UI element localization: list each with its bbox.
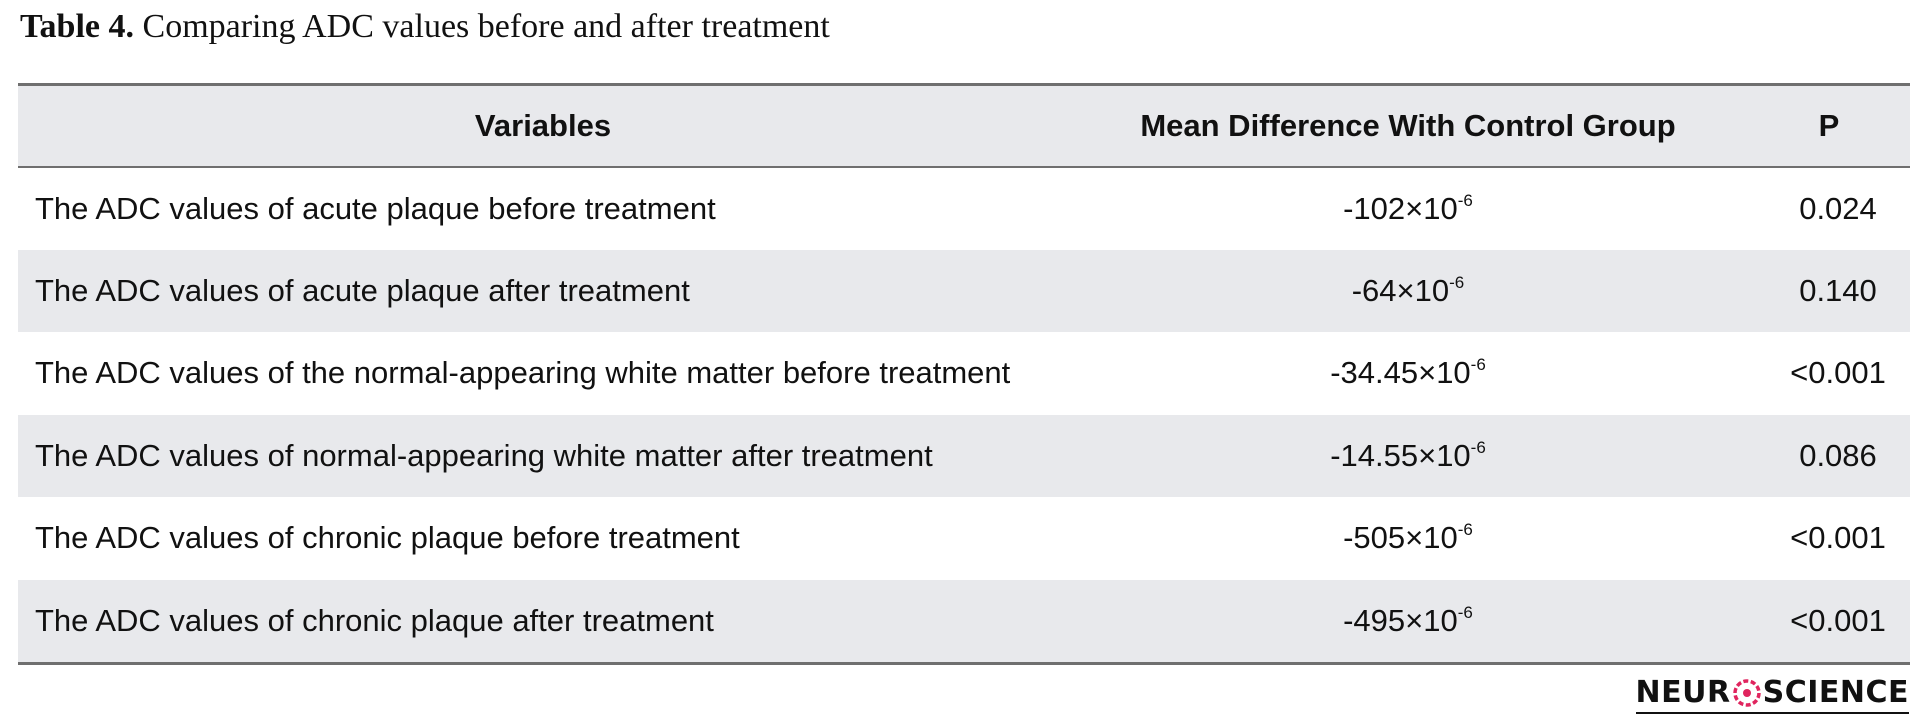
- mean-base: -64×10: [1351, 272, 1450, 308]
- mean-base: -34.45×10: [1330, 355, 1471, 391]
- table-row: The ADC values of chronic plaque after t…: [18, 579, 1910, 663]
- brain-o-icon: [1732, 679, 1761, 707]
- logo-text-left: NEUR: [1635, 675, 1731, 710]
- table-row: The ADC values of acute plaque before tr…: [18, 167, 1910, 250]
- cell-mean-difference: -64×10-6: [1068, 250, 1748, 333]
- cell-variable: The ADC values of normal-appearing white…: [35, 437, 933, 473]
- table-container: Variables Mean Difference With Control G…: [18, 83, 1910, 665]
- header-mean-difference: Mean Difference With Control Group: [1140, 108, 1676, 143]
- mean-exponent: -6: [1457, 602, 1473, 622]
- cell-p: 0.086: [1799, 437, 1877, 473]
- cell-p: 0.140: [1799, 272, 1877, 308]
- table-header: Variables Mean Difference With Control G…: [18, 86, 1910, 167]
- cell-p: <0.001: [1790, 520, 1886, 556]
- mean-base: -14.55×10: [1330, 437, 1471, 473]
- table-caption-label: Table 4.: [20, 8, 135, 45]
- cell-variable: The ADC values of chronic plaque before …: [35, 520, 740, 556]
- table-row: The ADC values of chronic plaque before …: [18, 497, 1910, 580]
- cell-mean-difference: -14.55×10-6: [1068, 415, 1748, 498]
- cell-mean-difference: -34.45×10-6: [1068, 332, 1748, 415]
- logo-text-right: SCIENCE: [1762, 675, 1909, 710]
- mean-exponent: -6: [1457, 520, 1473, 540]
- mean-base: -495×10: [1343, 602, 1458, 638]
- header-variables: Variables: [474, 108, 612, 143]
- header-p: P: [1818, 108, 1840, 143]
- table-row: The ADC values of the normal-appearing w…: [18, 332, 1910, 415]
- mean-base: -505×10: [1343, 520, 1458, 556]
- cell-p: <0.001: [1790, 602, 1886, 638]
- neuroscience-logo: NEUR SCIENCE: [1635, 674, 1909, 714]
- cell-variable: The ADC values of the normal-appearing w…: [35, 355, 1011, 391]
- mean-exponent: -6: [1470, 437, 1486, 457]
- cell-variable: The ADC values of chronic plaque after t…: [35, 602, 714, 638]
- adc-table: Variables Mean Difference With Control G…: [18, 86, 1910, 662]
- mean-exponent: -6: [1449, 272, 1465, 292]
- table-row: The ADC values of normal-appearing white…: [18, 414, 1910, 498]
- mean-base: -102×10: [1343, 190, 1458, 226]
- table-body: The ADC values of acute plaque before tr…: [18, 167, 1910, 662]
- cell-mean-difference: -495×10-6: [1068, 580, 1748, 663]
- table-caption: Table 4. Comparing ADC values before and…: [20, 8, 830, 46]
- cell-mean-difference: -102×10-6: [1068, 167, 1748, 250]
- cell-p: 0.024: [1799, 190, 1877, 226]
- cell-p: <0.001: [1790, 355, 1886, 391]
- cell-variable: The ADC values of acute plaque before tr…: [35, 190, 716, 226]
- mean-exponent: -6: [1457, 190, 1473, 210]
- mean-exponent: -6: [1470, 355, 1486, 375]
- cell-variable: The ADC values of acute plaque after tre…: [35, 272, 690, 308]
- header-row: Variables Mean Difference With Control G…: [18, 86, 1910, 167]
- table-row: The ADC values of acute plaque after tre…: [18, 249, 1910, 333]
- table-caption-text: Comparing ADC values before and after tr…: [134, 8, 830, 45]
- cell-mean-difference: -505×10-6: [1068, 497, 1748, 580]
